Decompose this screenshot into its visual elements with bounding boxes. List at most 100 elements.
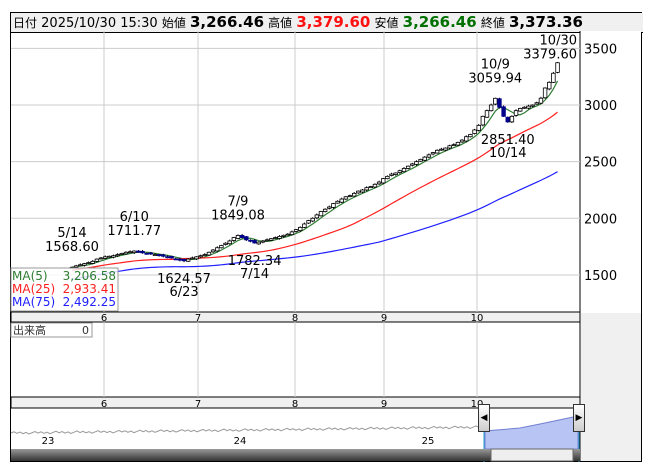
candle-body [472, 129, 477, 134]
candle-body [277, 236, 282, 239]
candle-body [347, 195, 353, 198]
ohlc-header: 日付 2025/10/30 15:30 始値 3,266.46 高値 3,379… [11, 13, 643, 33]
candle-body [190, 257, 195, 260]
month-label: 6 [101, 313, 107, 324]
candle-body [335, 200, 340, 204]
candle-body [393, 172, 398, 175]
ma25-line [71, 111, 558, 271]
candle-body [169, 255, 174, 259]
legend-label: MA(75) [12, 295, 55, 309]
volume-label: 出来高 [13, 323, 46, 337]
candle-body [459, 139, 465, 143]
candle-body [136, 250, 141, 253]
candle-body [360, 189, 365, 193]
candle-body [364, 187, 369, 191]
candle-body [215, 247, 220, 252]
annotation-date: 6/10 [120, 210, 149, 225]
navigator-left-handle[interactable]: ◀ [478, 404, 490, 432]
candle-body [194, 256, 199, 260]
price-tick-label: 3000 [584, 99, 617, 114]
candle-body [331, 203, 336, 208]
candle-body [476, 124, 481, 131]
candle-body [198, 255, 203, 258]
candle-body [285, 233, 290, 236]
price-tick-label: 2000 [584, 212, 617, 227]
candle-body [418, 158, 423, 162]
high-label: 高値 [268, 16, 293, 30]
annotation-date: 5/14 [57, 226, 86, 241]
price-tick-label: 1500 [584, 269, 617, 284]
legend-label: MA(25) [12, 282, 55, 296]
candle-body [206, 251, 212, 256]
navigator-right-handle[interactable]: ▶ [573, 404, 585, 432]
month-label: 8 [292, 313, 298, 324]
candle-body [356, 190, 361, 194]
candle-body [111, 255, 116, 258]
annotation-value: 3059.94 [468, 71, 522, 86]
candle-body [281, 234, 286, 237]
candle-body [405, 165, 411, 169]
candle-body [422, 156, 427, 161]
candle-body [381, 178, 386, 184]
candle-body [227, 240, 232, 245]
scrollbar-thumb[interactable] [490, 448, 574, 462]
candle-body [385, 175, 390, 180]
annotation-value: 1624.57 [157, 272, 211, 287]
candle-body [140, 250, 145, 254]
candle-body [376, 181, 382, 185]
candle-body [78, 264, 83, 267]
annotation-value: 3379.60 [523, 48, 577, 63]
candle-body [260, 240, 266, 243]
candle-body [488, 104, 494, 112]
chart-frame: 日付 2025/10/30 15:30 始値 3,266.46 高値 3,379… [10, 12, 643, 462]
candle-body [298, 226, 303, 231]
candle-body [90, 260, 95, 264]
month-label: 6 [101, 399, 107, 410]
candle-body [310, 217, 315, 222]
annotation-date: 7/9 [228, 194, 249, 209]
candle-body [107, 255, 112, 258]
candle-body [397, 170, 403, 173]
candle-body [152, 254, 158, 256]
candle-body [518, 107, 523, 112]
candle-body [401, 168, 407, 173]
month-label: 7 [195, 313, 201, 324]
ma5-line [71, 80, 559, 268]
close-label: 終値 [480, 16, 505, 30]
candle-body [223, 242, 228, 245]
candle-body [530, 104, 535, 107]
candle-body [372, 183, 378, 188]
annotation-date: 10/14 [489, 146, 526, 161]
month-label: 7 [195, 399, 201, 410]
legend-label: MA(5) [12, 269, 48, 283]
close-value: 3,373.36 [508, 13, 583, 31]
legend-value: 2,933.41 [63, 282, 116, 296]
date-label: 日付 [13, 16, 38, 30]
annotation-date: 10/9 [481, 57, 510, 72]
candle-body [132, 250, 137, 254]
month-label: 9 [381, 313, 387, 324]
month-label: 8 [292, 399, 298, 410]
candle-body [289, 231, 295, 236]
candle-body [127, 251, 133, 254]
volume-label-box [10, 322, 93, 338]
high-value: 3,379.60 [296, 13, 371, 31]
candle-body [115, 254, 120, 257]
annotation-value: 1849.08 [211, 208, 265, 223]
candle-body [156, 254, 162, 257]
annotation-value: 1568.60 [45, 240, 99, 255]
candle-body [501, 106, 506, 117]
legend-value: 2,492.25 [63, 295, 116, 309]
candle-body [451, 144, 456, 147]
candle-body [268, 238, 274, 241]
annotation-date: 10/30 [540, 34, 577, 49]
candle-body [73, 265, 79, 268]
candle-body [302, 223, 307, 228]
month-label: 9 [381, 399, 387, 410]
candle-body [430, 152, 436, 155]
candle-body [414, 161, 419, 165]
candle-body [505, 116, 510, 123]
candle-body [410, 163, 415, 166]
